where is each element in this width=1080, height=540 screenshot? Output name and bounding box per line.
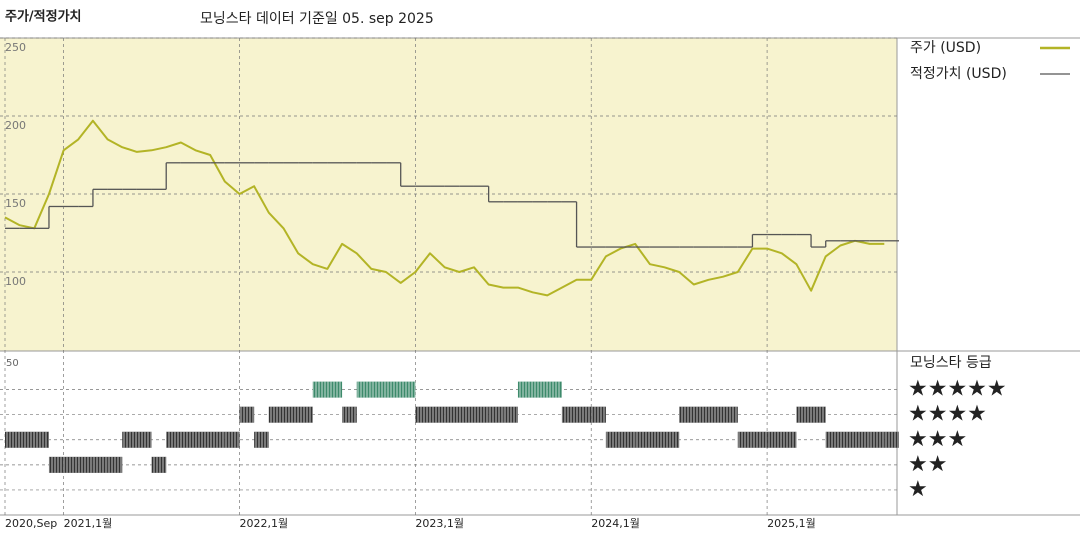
- plot-background: [0, 38, 897, 351]
- rating-label: ★★★★★: [908, 377, 1007, 402]
- rating-stripe: [635, 431, 650, 448]
- rating-stripe: [34, 431, 49, 448]
- rating-stripe: [19, 431, 35, 448]
- rating-stripe: [430, 406, 445, 423]
- rating-stripe: [327, 381, 343, 398]
- header-title: 주가/적정가치: [5, 9, 82, 25]
- rating-stripe: [371, 381, 387, 398]
- rating-stripe: [312, 381, 328, 398]
- rating-stripe: [386, 381, 401, 398]
- y-tick-label: 250: [5, 41, 26, 54]
- rating-stripe: [298, 406, 313, 423]
- rating-stripe: [444, 406, 460, 423]
- rating-stripe: [180, 431, 196, 448]
- rating-stripe: [767, 431, 782, 448]
- x-tick-label: 2023,1월: [415, 517, 464, 530]
- rating-stripe: [664, 431, 680, 448]
- rating-stripe: [605, 431, 621, 448]
- rating-stripe: [884, 431, 899, 448]
- corner-label: 50: [6, 358, 19, 369]
- rating-stripe: [752, 431, 768, 448]
- rating-stripe: [649, 431, 665, 448]
- price-line: [4, 119, 885, 297]
- rating-stripe: [415, 406, 431, 423]
- x-tick-label: 2025,1월: [767, 517, 816, 530]
- rating-stripe: [855, 431, 870, 448]
- rating-stripe: [254, 431, 269, 448]
- rating-stripe: [166, 431, 181, 448]
- legend-label: 적정가치 (USD): [910, 66, 1007, 82]
- rating-stripe: [693, 406, 709, 423]
- x-tick-label: 2021,1월: [64, 517, 113, 530]
- rating-label: ★★★★: [908, 402, 987, 427]
- rating-stripe: [5, 431, 20, 448]
- rating-stripe: [78, 456, 93, 473]
- rating-stripe: [576, 406, 592, 423]
- rating-label: ★★: [908, 452, 947, 477]
- rating-stripe: [547, 381, 562, 398]
- rating-stripe: [561, 406, 577, 423]
- rating-label: ★: [908, 477, 928, 502]
- rating-stripe: [283, 406, 299, 423]
- rating-stripe: [151, 456, 167, 473]
- rating-stripe: [473, 406, 489, 423]
- rating-stripe: [811, 406, 826, 423]
- rating-stripe: [620, 431, 636, 448]
- x-tick-label: 2020,Sep: [5, 517, 57, 530]
- rating-stripe: [723, 406, 738, 423]
- x-tick-label: 2022,1월: [239, 517, 288, 530]
- rating-stripe: [840, 431, 856, 448]
- x-tick-label: 2024,1월: [591, 517, 640, 530]
- rating-stripe: [92, 456, 108, 473]
- rating-stripe: [517, 381, 533, 398]
- rating-stripe: [708, 406, 724, 423]
- rating-stripe: [591, 406, 606, 423]
- rating-stripe: [781, 431, 797, 448]
- rating-title: 모닝스타 등급: [910, 355, 992, 371]
- rating-stripe: [342, 406, 357, 423]
- rating-stripe: [122, 431, 137, 448]
- y-tick-label: 100: [5, 275, 26, 288]
- rating-stripe: [679, 406, 694, 423]
- rating-stripe: [48, 456, 64, 473]
- rating-stripe: [737, 431, 753, 448]
- rating-stripe: [107, 456, 123, 473]
- rating-stripe: [356, 381, 372, 398]
- rating-stripe: [63, 456, 79, 473]
- rating-stripe: [459, 406, 474, 423]
- rating-stripe: [400, 381, 416, 398]
- rating-label: ★★★: [908, 427, 967, 452]
- rating-stripe: [268, 406, 284, 423]
- rating-stripe: [532, 381, 548, 398]
- y-tick-label: 200: [5, 119, 26, 132]
- rating-stripe: [195, 431, 211, 448]
- header-subtitle: 모닝스타 데이터 기준일 05. sep 2025: [200, 11, 434, 27]
- rating-stripe: [503, 406, 518, 423]
- legend-label: 주가 (USD): [910, 40, 981, 56]
- rating-stripe: [488, 406, 504, 423]
- rating-stripe: [796, 406, 812, 423]
- rating-stripe: [239, 406, 255, 423]
- rating-stripe: [869, 431, 885, 448]
- rating-stripe: [210, 431, 225, 448]
- rating-stripe: [224, 431, 240, 448]
- rating-stripe: [136, 431, 152, 448]
- y-tick-label: 150: [5, 197, 26, 210]
- rating-stripe: [825, 431, 841, 448]
